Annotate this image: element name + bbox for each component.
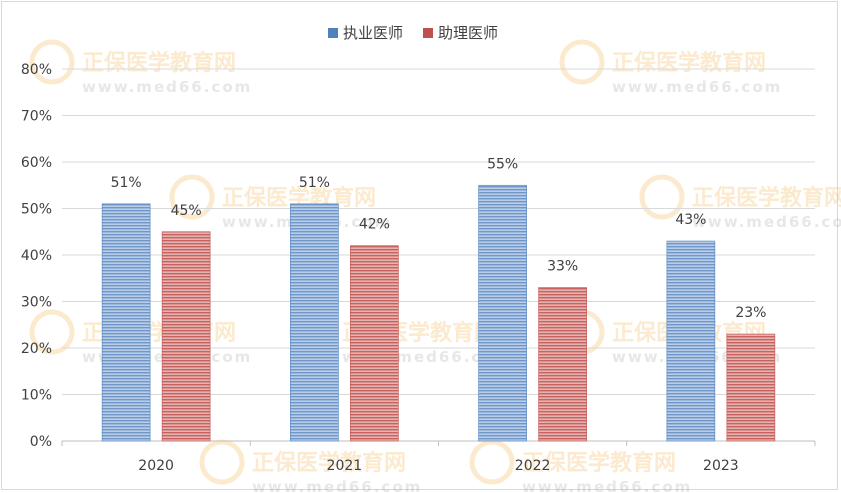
y-tick-label: 50%: [21, 202, 52, 218]
y-tick-label: 40%: [21, 248, 52, 264]
watermark-layer: 正保医学教育网 www.med66.com 正保医学教育网 www.med66.com…: [29, 39, 841, 493]
data-label: 55%: [487, 156, 518, 172]
bar-series2: [538, 287, 587, 442]
x-axis: 2020 2021 2022 2023: [61, 441, 816, 474]
data-label: 43%: [675, 212, 706, 228]
watermark-stamp: 正保医学教育网 www.med66.com: [559, 39, 782, 96]
y-tick-label: 60%: [21, 155, 52, 171]
watermark-stamp: 正保医学教育网 www.med66.com: [29, 39, 252, 96]
bar-series1: [478, 184, 527, 442]
y-tick-label: 10%: [21, 388, 52, 404]
watermark-logo-icon: [639, 174, 685, 220]
legend-label: 执业医师: [343, 24, 403, 42]
bar-series1: [666, 240, 716, 442]
watermark-logo-icon: [559, 39, 605, 85]
watermark-brand: 正保医学教育网: [522, 450, 676, 476]
watermark-brand: 正保医学教育网: [692, 185, 841, 211]
x-tick-label: 2022: [515, 458, 551, 474]
data-label: 33%: [547, 259, 578, 275]
watermark-brand: 正保医学教育网: [252, 450, 406, 476]
data-label: 23%: [735, 305, 766, 321]
data-label: 42%: [359, 217, 390, 233]
watermark-stamp: 正保医学教育网 www.med66.com: [469, 439, 692, 493]
watermark-brand: 正保医学教育网: [82, 50, 236, 76]
bar-series1: [290, 203, 339, 442]
data-label: 51%: [299, 175, 330, 191]
watermark-stamp: 正保医学教育网 www.med66.com: [199, 439, 422, 493]
y-tick-label: 70%: [21, 109, 52, 125]
watermark-logo-icon: [29, 39, 75, 85]
watermark-logo-icon: [29, 309, 75, 355]
watermark-logo-icon: [169, 174, 215, 220]
x-tick-label: 2020: [138, 458, 174, 474]
bar-series2: [726, 333, 776, 442]
watermark-url: www.med66.com: [82, 78, 252, 96]
legend-label: 助理医师: [438, 24, 498, 42]
legend-swatch: [423, 28, 433, 38]
y-tick-label: 20%: [21, 341, 52, 357]
watermark-stamp: 正保医学教育网 www.med66.com: [639, 174, 841, 231]
y-tick-label: 0%: [30, 434, 52, 450]
bar-series2: [350, 245, 399, 442]
watermark-brand: 正保医学教育网: [612, 50, 766, 76]
legend-swatch: [328, 28, 338, 38]
watermark-logo-icon: [469, 439, 515, 485]
bars: [101, 184, 776, 442]
y-tick-label: 30%: [21, 295, 52, 311]
x-tick-label: 2021: [327, 458, 363, 474]
watermark-url: www.med66.com: [522, 478, 692, 493]
data-labels: 51% 45% 51% 42% 55% 33% 43% 23%: [111, 156, 767, 321]
watermark-logo-icon: [199, 439, 245, 485]
x-tick-label: 2023: [703, 458, 739, 474]
y-axis: 0% 10% 20% 30% 40% 50% 60% 70% 80%: [21, 62, 52, 450]
data-label: 51%: [111, 175, 142, 191]
legend: 执业医师 助理医师: [328, 24, 498, 42]
watermark-url: www.med66.com: [692, 213, 841, 231]
bar-series1: [101, 203, 151, 442]
y-tick-label: 80%: [21, 62, 52, 78]
watermark-url: www.med66.com: [252, 478, 422, 493]
data-label: 45%: [171, 203, 202, 219]
bar-series2: [161, 231, 211, 442]
watermark-url: www.med66.com: [612, 78, 782, 96]
